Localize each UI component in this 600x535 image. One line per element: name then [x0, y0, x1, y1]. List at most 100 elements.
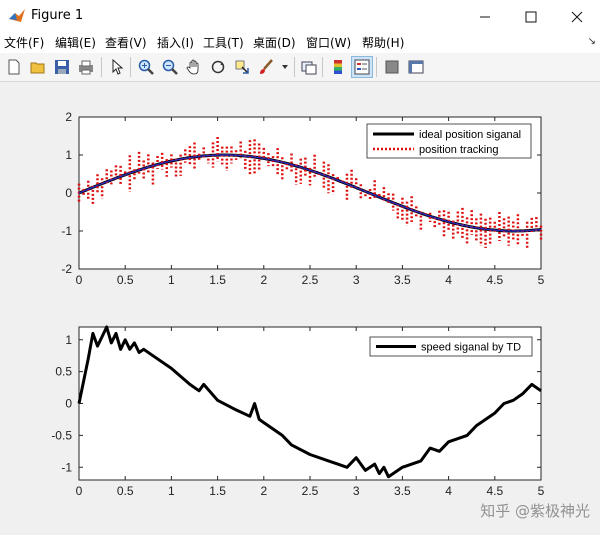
x-tick-label: 1 [168, 484, 175, 498]
maximize-button[interactable] [508, 0, 554, 33]
series-line-tracking-mean [78, 154, 542, 232]
x-tick-label: 3.5 [394, 484, 411, 498]
new-figure-icon [8, 59, 20, 75]
menu-view[interactable]: 查看(V) [105, 36, 147, 50]
legend-button[interactable] [351, 56, 373, 78]
series-line-speed [77, 325, 542, 479]
brush-icon [260, 59, 273, 74]
menu-desktop[interactable]: 桌面(D) [253, 36, 296, 50]
y-tick-label: 0.5 [55, 365, 72, 379]
x-tick-label: 1 [168, 273, 175, 287]
figure-canvas[interactable]: 0 0.5 1 1.5 2 2.5 3 3.5 4 4.5 5 2 1 0 -1 -2 ideal posit… [0, 82, 600, 531]
x-tick-label: 4 [445, 484, 452, 498]
rotate-3d-icon [211, 60, 225, 74]
x-tick-label: 0 [76, 484, 83, 498]
x-tick-label: 5 [538, 484, 545, 498]
x-tick-label: 0.5 [117, 273, 134, 287]
close-button[interactable] [554, 0, 600, 33]
y-tick-label: -1 [61, 224, 72, 238]
pointer-icon [112, 59, 124, 75]
link-plot-icon [301, 61, 317, 75]
window-title: Figure 1 [31, 8, 84, 23]
y-tick-label: -2 [61, 262, 72, 276]
menu-help[interactable]: 帮助(H) [362, 36, 405, 50]
toolbar-separator [376, 57, 377, 77]
x-tick-label: 4 [445, 273, 452, 287]
legend-label-ideal: ideal position siganal [419, 129, 521, 141]
zoom-out-button[interactable] [159, 56, 181, 78]
toolbar-separator [294, 57, 295, 77]
pan-icon [186, 59, 199, 75]
pan-button[interactable] [183, 56, 205, 78]
zoom-out-icon [162, 59, 178, 75]
y-tick-label: 1 [65, 148, 72, 162]
data-cursor-button[interactable] [231, 56, 253, 78]
dock-arrow-icon[interactable]: ↘ [587, 36, 596, 47]
show-plot-tools-button[interactable] [405, 56, 427, 78]
toolbar-separator [130, 57, 131, 77]
axes-position[interactable]: 0 0.5 1 1.5 2 2.5 3 3.5 4 4.5 5 2 1 0 -1 -2 ideal posit… [61, 110, 544, 287]
x-tick-label: 0 [76, 273, 83, 287]
save-icon [55, 60, 69, 74]
print-button[interactable] [75, 56, 97, 78]
colorbar-button[interactable] [327, 56, 349, 78]
new-figure-button[interactable] [3, 56, 25, 78]
data-cursor-icon [235, 60, 249, 74]
legend-label-speed: speed siganal by TD [421, 342, 521, 354]
minimize-icon [480, 16, 490, 17]
figure-svg: 0 0.5 1 1.5 2 2.5 3 3.5 4 4.5 5 2 1 0 -1 -2 ideal posit… [51, 110, 545, 498]
x-tick-label: 3 [353, 484, 360, 498]
minimize-button[interactable] [462, 0, 508, 33]
x-tick-label: 1.5 [209, 484, 226, 498]
menu-tools[interactable]: 工具(T) [203, 36, 244, 50]
show-plot-tools-icon [408, 60, 424, 74]
x-tick-label: 2.5 [302, 484, 319, 498]
menu-edit[interactable]: 编辑(E) [55, 36, 96, 50]
hide-plot-tools-icon [385, 60, 399, 74]
legend-box [369, 336, 533, 357]
axes-ticks: 0 0.5 1 1.5 2 2.5 3 3.5 4 4.5 5 2 1 0 -1 -2 [61, 110, 544, 287]
toolbar-separator [322, 57, 323, 77]
maximize-icon [525, 11, 537, 22]
menu-file[interactable]: 文件(F) [4, 36, 45, 50]
axes-ticks: 0 0.5 1 1.5 2 2.5 3 3.5 4 4.5 5 1 0.5 0 -0.5 -1 [51, 327, 545, 498]
x-tick-label: 4.5 [486, 273, 503, 287]
title-bar: Figure 1 [0, 0, 600, 33]
toolbar-separator [101, 57, 102, 77]
legend-position[interactable]: ideal position siganal position tracking [366, 123, 532, 159]
menu-insert[interactable]: 插入(I) [157, 36, 194, 50]
print-icon [79, 60, 93, 75]
link-plot-button[interactable] [298, 56, 320, 78]
legend-box [366, 123, 532, 159]
x-tick-label: 2.5 [302, 273, 319, 287]
hide-plot-tools-button[interactable] [381, 56, 403, 78]
axes-speed[interactable]: 0 0.5 1 1.5 2 2.5 3 3.5 4 4.5 5 1 0.5 0 -0.5 -1 speed s… [51, 325, 545, 498]
menu-bar: 文件(F) 编辑(E) 查看(V) 插入(I) 工具(T) 桌面(D) 窗口(W… [0, 33, 600, 53]
y-tick-label: -1 [61, 460, 72, 474]
menu-window[interactable]: 窗口(W) [306, 36, 352, 50]
open-file-button[interactable] [27, 56, 49, 78]
zoom-in-button[interactable] [135, 56, 157, 78]
x-tick-label: 5 [538, 273, 545, 287]
legend-label-tracking: position tracking [419, 144, 499, 156]
y-tick-label: 2 [65, 110, 72, 124]
save-button[interactable] [51, 56, 73, 78]
x-tick-label: 3 [353, 273, 360, 287]
legend-icon [354, 59, 370, 75]
x-tick-label: 2 [260, 273, 267, 287]
pointer-button[interactable] [106, 56, 128, 78]
open-file-icon [30, 62, 45, 74]
y-tick-label: 1 [65, 333, 72, 347]
chevron-down-icon [282, 65, 288, 69]
rotate-3d-button[interactable] [207, 56, 229, 78]
zoom-in-icon [138, 59, 154, 75]
legend-speed[interactable]: speed siganal by TD [369, 336, 533, 357]
colorbar-icon [334, 60, 342, 74]
close-icon [571, 11, 583, 22]
brush-button[interactable] [255, 56, 277, 78]
watermark: 知乎 @紫极神光 [480, 502, 590, 520]
matlab-icon [9, 9, 25, 22]
brush-dropdown-button[interactable] [279, 56, 291, 78]
x-tick-label: 1.5 [209, 273, 226, 287]
y-tick-label: 0 [65, 397, 72, 411]
